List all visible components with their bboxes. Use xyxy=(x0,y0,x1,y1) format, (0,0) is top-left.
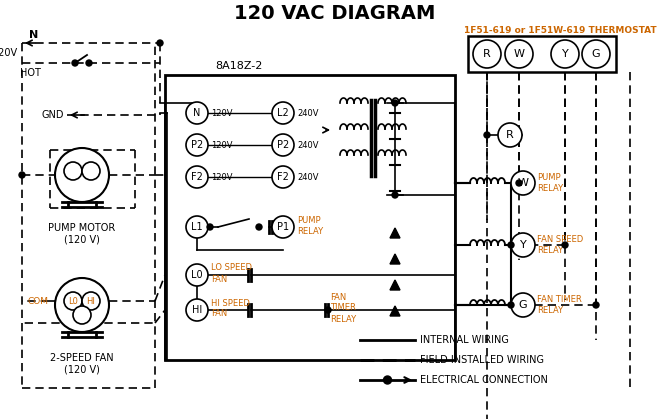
Text: INTERNAL WIRING: INTERNAL WIRING xyxy=(420,335,509,345)
Text: ELECTRICAL CONNECTION: ELECTRICAL CONNECTION xyxy=(420,375,548,385)
Circle shape xyxy=(72,60,78,66)
Circle shape xyxy=(325,307,331,313)
Text: 120V: 120V xyxy=(0,48,18,58)
Text: FIELD INSTALLED WIRING: FIELD INSTALLED WIRING xyxy=(420,355,544,365)
Text: N: N xyxy=(29,30,39,40)
Circle shape xyxy=(64,292,82,310)
Text: N: N xyxy=(194,108,201,118)
Text: FAN TIMER
RELAY: FAN TIMER RELAY xyxy=(537,295,582,315)
Text: Y: Y xyxy=(520,240,527,250)
Text: G: G xyxy=(519,300,527,310)
Circle shape xyxy=(86,60,92,66)
Text: L0: L0 xyxy=(68,297,78,305)
Circle shape xyxy=(186,299,208,321)
Text: RELAY: RELAY xyxy=(297,227,323,235)
Circle shape xyxy=(508,302,514,308)
Circle shape xyxy=(186,166,208,188)
Text: 120V: 120V xyxy=(211,109,232,117)
Text: P2: P2 xyxy=(277,140,289,150)
Circle shape xyxy=(256,224,262,230)
Text: HI SPEED: HI SPEED xyxy=(211,298,250,308)
Polygon shape xyxy=(390,254,400,264)
Circle shape xyxy=(484,132,490,138)
Polygon shape xyxy=(390,228,400,238)
Text: LO SPEED: LO SPEED xyxy=(211,264,252,272)
Circle shape xyxy=(508,242,514,248)
Text: P2: P2 xyxy=(191,140,203,150)
Circle shape xyxy=(272,216,294,238)
Text: PUMP MOTOR
(120 V): PUMP MOTOR (120 V) xyxy=(48,223,116,245)
Text: 240V: 240V xyxy=(297,140,318,150)
Text: TIMER: TIMER xyxy=(330,303,356,313)
Circle shape xyxy=(272,102,294,124)
Text: FAN: FAN xyxy=(211,274,227,284)
Circle shape xyxy=(186,264,208,286)
Circle shape xyxy=(55,148,109,202)
Text: L2: L2 xyxy=(277,108,289,118)
Text: F2: F2 xyxy=(191,172,203,182)
Circle shape xyxy=(511,233,535,257)
Text: W: W xyxy=(513,49,525,59)
Circle shape xyxy=(516,180,522,186)
Text: COM: COM xyxy=(28,297,49,305)
Circle shape xyxy=(64,162,82,180)
Circle shape xyxy=(207,224,213,230)
Text: 2-SPEED FAN
(120 V): 2-SPEED FAN (120 V) xyxy=(50,353,114,375)
Text: HI: HI xyxy=(192,305,202,315)
Circle shape xyxy=(511,171,535,195)
Polygon shape xyxy=(390,280,400,290)
Circle shape xyxy=(511,293,535,317)
Text: FAN: FAN xyxy=(330,292,346,302)
Circle shape xyxy=(498,123,522,147)
Text: R: R xyxy=(483,49,491,59)
Circle shape xyxy=(582,40,610,68)
Text: G: G xyxy=(592,49,600,59)
Text: 120V: 120V xyxy=(211,173,232,181)
Circle shape xyxy=(562,242,568,248)
Text: F2: F2 xyxy=(277,172,289,182)
Circle shape xyxy=(186,216,208,238)
Text: 120 VAC DIAGRAM: 120 VAC DIAGRAM xyxy=(234,3,436,23)
Text: PUMP
RELAY: PUMP RELAY xyxy=(537,173,563,193)
Circle shape xyxy=(551,40,579,68)
Text: 120V: 120V xyxy=(211,140,232,150)
Text: W: W xyxy=(517,178,529,188)
Text: FAN: FAN xyxy=(211,310,227,318)
Circle shape xyxy=(593,302,599,308)
Polygon shape xyxy=(390,306,400,316)
Text: RELAY: RELAY xyxy=(330,315,356,323)
Bar xyxy=(468,36,616,72)
Text: 240V: 240V xyxy=(297,109,318,117)
Text: P1: P1 xyxy=(277,222,289,232)
Circle shape xyxy=(272,166,294,188)
Text: 240V: 240V xyxy=(297,173,318,181)
Text: PUMP: PUMP xyxy=(297,215,321,225)
Text: FAN SPEED
RELAY: FAN SPEED RELAY xyxy=(537,235,584,255)
Text: L1: L1 xyxy=(191,222,203,232)
Text: 1F51-619 or 1F51W-619 THERMOSTAT: 1F51-619 or 1F51W-619 THERMOSTAT xyxy=(464,26,657,34)
Circle shape xyxy=(186,102,208,124)
Circle shape xyxy=(392,192,398,198)
Circle shape xyxy=(73,306,91,324)
Circle shape xyxy=(383,376,391,384)
Text: HI: HI xyxy=(86,297,95,305)
Text: Y: Y xyxy=(561,49,568,59)
Text: 8A18Z-2: 8A18Z-2 xyxy=(215,61,263,71)
Circle shape xyxy=(82,292,100,310)
Text: GND: GND xyxy=(42,110,64,120)
Circle shape xyxy=(272,134,294,156)
Circle shape xyxy=(157,40,163,46)
Circle shape xyxy=(473,40,501,68)
Circle shape xyxy=(55,278,109,332)
Circle shape xyxy=(505,40,533,68)
Text: R: R xyxy=(506,130,514,140)
Text: L0: L0 xyxy=(191,270,203,280)
Circle shape xyxy=(19,172,25,178)
Circle shape xyxy=(392,100,398,106)
Circle shape xyxy=(186,134,208,156)
Circle shape xyxy=(82,162,100,180)
Bar xyxy=(165,75,455,360)
Text: HOT: HOT xyxy=(19,68,40,78)
